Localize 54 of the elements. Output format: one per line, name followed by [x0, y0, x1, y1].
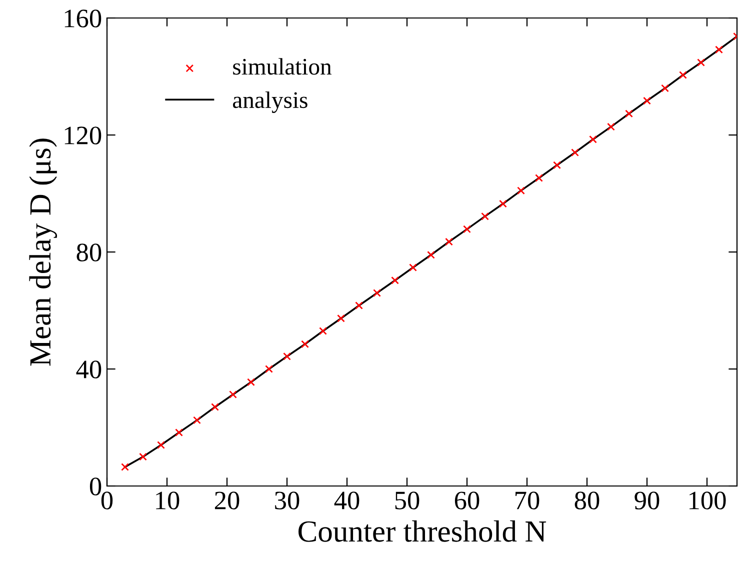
- x-tick-label: 0: [101, 492, 113, 510]
- point: [139, 452, 147, 461]
- point: [319, 327, 327, 335]
- x-tick-label: 50: [395, 492, 420, 510]
- point: [373, 289, 381, 297]
- point: [715, 46, 723, 54]
- legend-label: simulation: [233, 58, 332, 75]
- point: [409, 264, 417, 272]
- point: [265, 365, 273, 373]
- y-tick-label: 120: [64, 126, 102, 144]
- x-tick-label: 10: [156, 492, 180, 510]
- point: [643, 96, 651, 105]
- point: [517, 186, 525, 195]
- point: [661, 84, 669, 92]
- point: [445, 238, 453, 246]
- legend-label: analysis: [232, 91, 308, 113]
- x-tick-label: 90: [634, 492, 660, 510]
- x-axis-title: Counter threshold N: [298, 520, 546, 542]
- point: [535, 174, 543, 182]
- point: [247, 378, 255, 386]
- x-tick-label: 70: [516, 492, 540, 510]
- x-tick-label: 100: [690, 492, 726, 510]
- y-tick-label: 80: [76, 244, 102, 262]
- x-tick-label: 20: [214, 492, 240, 510]
- point: [481, 212, 489, 220]
- point: [355, 302, 363, 310]
- point: [553, 161, 561, 170]
- point: [283, 352, 291, 360]
- point: [607, 122, 615, 131]
- point: [427, 250, 435, 259]
- point: [193, 416, 201, 424]
- y-tick-label: 0: [90, 478, 102, 496]
- y-tick-label: 40: [76, 360, 102, 378]
- point: [175, 428, 183, 436]
- y-tick-label: 160: [64, 10, 102, 28]
- x-tick-label: 60: [454, 492, 480, 510]
- point: [301, 340, 309, 348]
- point: [121, 463, 129, 471]
- point: [571, 148, 579, 156]
- point: [463, 225, 471, 234]
- point: [211, 403, 219, 411]
- point: [391, 276, 399, 284]
- point: [337, 314, 345, 322]
- point: [625, 110, 633, 118]
- x-tick-label: 80: [574, 492, 600, 510]
- point: [589, 135, 597, 144]
- point: [697, 58, 705, 66]
- y-axis-title: Mean delay D (μs): [29, 138, 57, 366]
- point: [679, 71, 687, 79]
- point: [229, 390, 237, 398]
- x-tick-label: 30: [275, 492, 300, 510]
- point: [499, 200, 507, 208]
- x-tick-label: 40: [334, 492, 360, 510]
- point: [157, 441, 165, 449]
